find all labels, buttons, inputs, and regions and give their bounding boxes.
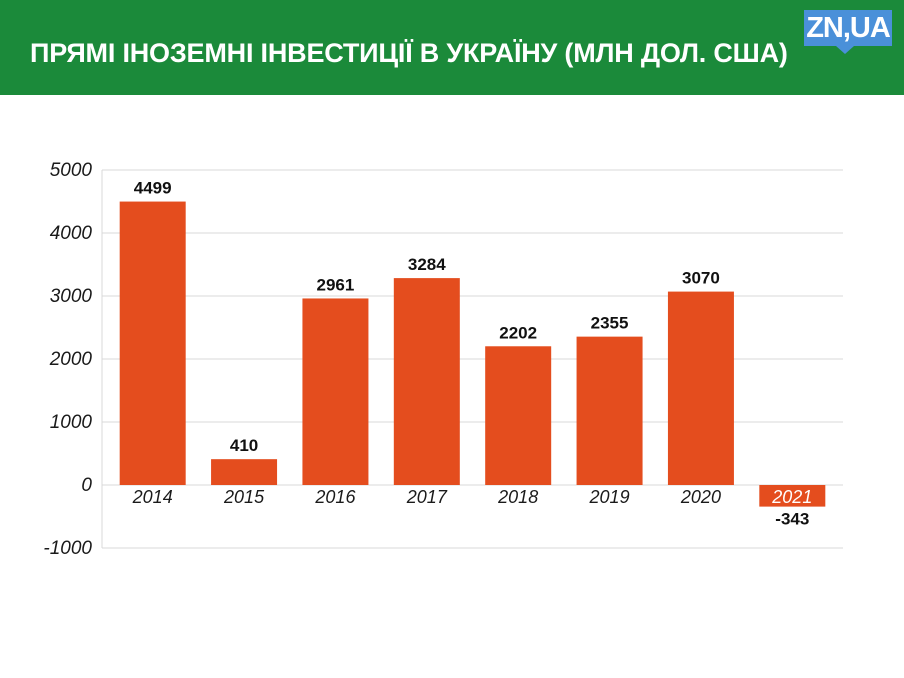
bar-2017: [393, 278, 460, 485]
logo-tail-icon: [836, 46, 854, 54]
x-category-label: 2019: [589, 487, 630, 507]
y-tick-label: 0: [81, 475, 92, 496]
data-label: 2961: [317, 275, 355, 294]
y-axis-ticks: 5000 4000 3000 2000 1000 0 -1000: [43, 160, 92, 559]
bar-2014: [119, 201, 186, 486]
x-category-label: 2016: [314, 487, 356, 507]
bar-2019: [576, 336, 643, 485]
x-category-label: 2014: [132, 487, 173, 507]
x-category-label: 2015: [223, 487, 265, 507]
y-tick-label: 2000: [49, 349, 93, 370]
x-category-label: 2020: [680, 487, 721, 507]
y-tick-label: 4000: [50, 223, 93, 244]
x-category-label: 2018: [497, 487, 538, 507]
y-tick-label: 3000: [50, 286, 93, 307]
y-tick-label: 5000: [50, 160, 93, 181]
bar-2018: [485, 346, 552, 485]
data-label: -343: [775, 510, 809, 529]
bar-2015: [211, 459, 278, 485]
bars: [119, 201, 826, 507]
data-label: 410: [230, 436, 258, 455]
bar-2016: [302, 298, 369, 485]
y-tick-label: 1000: [50, 412, 93, 433]
data-label: 3284: [408, 255, 446, 274]
y-tick-label: -1000: [43, 538, 92, 559]
zn-ua-logo: ZN,UA: [804, 10, 892, 46]
x-axis-categories: 2014 2015 2016 2017 2018 2019 2020 2021: [132, 487, 813, 507]
header-bar: ПРЯМІ ІНОЗЕМНІ ІНВЕСТИЦІЇ В УКРАЇНУ (МЛН…: [0, 0, 904, 95]
data-labels: 4499 410 2961 3284 2202 2355 3070 -343: [134, 179, 810, 529]
data-label: 2355: [591, 314, 629, 333]
x-category-label: 2017: [406, 487, 448, 507]
x-category-label: 2021: [771, 487, 812, 507]
data-label: 4499: [134, 179, 172, 198]
data-label: 2202: [499, 323, 537, 342]
bar-2021: [759, 485, 826, 507]
bar-2020: [667, 291, 734, 485]
page-title: ПРЯМІ ІНОЗЕМНІ ІНВЕСТИЦІЇ В УКРАЇНУ (МЛН…: [30, 38, 788, 68]
data-label: 3070: [682, 269, 720, 288]
